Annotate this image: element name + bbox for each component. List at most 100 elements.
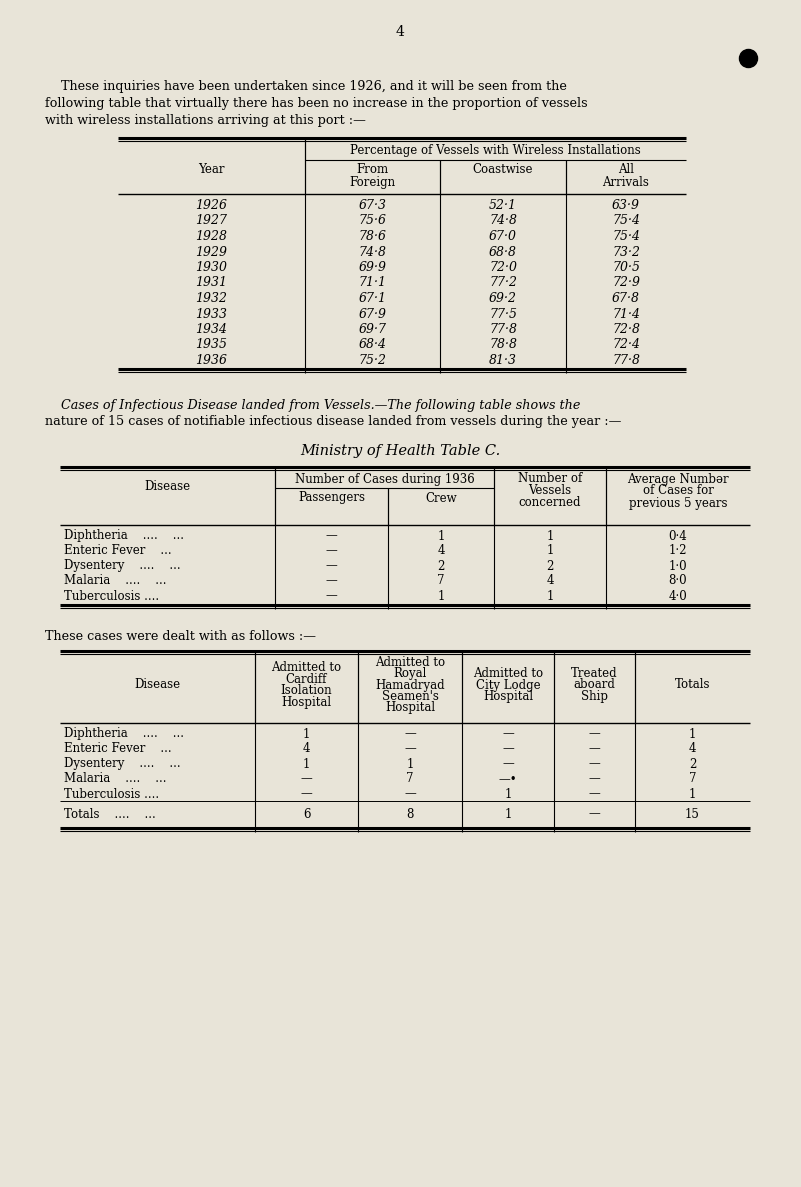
Text: 81·3: 81·3 (489, 354, 517, 367)
Text: 68·8: 68·8 (489, 246, 517, 259)
Text: 1931: 1931 (195, 277, 227, 290)
Text: 71·1: 71·1 (359, 277, 387, 290)
Text: 4: 4 (396, 25, 405, 39)
Text: 1: 1 (406, 757, 413, 770)
Text: Coastwise: Coastwise (473, 163, 533, 176)
Text: Enteric Fever    ...: Enteric Fever ... (64, 545, 171, 558)
Text: Disease: Disease (135, 679, 180, 692)
Text: 72·0: 72·0 (489, 261, 517, 274)
Text: Number of: Number of (518, 472, 582, 485)
Text: 8·0: 8·0 (669, 575, 687, 588)
Text: 7: 7 (406, 773, 414, 786)
Text: aboard: aboard (574, 679, 615, 692)
Text: of Cases for: of Cases for (642, 484, 714, 497)
Text: Arrivals: Arrivals (602, 176, 650, 189)
Text: 7: 7 (437, 575, 445, 588)
Text: 1: 1 (303, 757, 310, 770)
Text: 1932: 1932 (195, 292, 227, 305)
Text: 1: 1 (505, 787, 512, 800)
Text: 1: 1 (437, 590, 445, 603)
Text: 72·8: 72·8 (612, 323, 640, 336)
Text: —: — (502, 743, 514, 755)
Text: Ministry of Health Table C.: Ministry of Health Table C. (300, 444, 500, 458)
Text: 75·4: 75·4 (612, 215, 640, 228)
Text: Seamen's: Seamen's (381, 690, 438, 703)
Text: —: — (589, 728, 601, 741)
Text: 4: 4 (546, 575, 553, 588)
Text: 78·6: 78·6 (359, 230, 387, 243)
Text: 72·4: 72·4 (612, 338, 640, 351)
Text: Hospital: Hospital (483, 690, 533, 703)
Text: 69·9: 69·9 (359, 261, 387, 274)
Text: with wireless installations arriving at this port :—: with wireless installations arriving at … (45, 114, 366, 127)
Text: 75·6: 75·6 (359, 215, 387, 228)
Text: 1926: 1926 (195, 199, 227, 212)
Text: Dysentery    ....    ...: Dysentery .... ... (64, 559, 180, 572)
Text: —: — (326, 575, 337, 588)
Text: 4·0: 4·0 (669, 590, 687, 603)
Text: Hamadryad: Hamadryad (375, 679, 445, 692)
Text: 77·2: 77·2 (489, 277, 517, 290)
Text: —: — (502, 728, 514, 741)
Text: Number of Cases during 1936: Number of Cases during 1936 (295, 472, 474, 485)
Text: concerned: concerned (519, 496, 582, 509)
Text: Admitted to: Admitted to (272, 661, 341, 674)
Text: 1933: 1933 (195, 307, 227, 320)
Text: 67·8: 67·8 (612, 292, 640, 305)
Text: 68·4: 68·4 (359, 338, 387, 351)
Text: Royal: Royal (393, 667, 427, 680)
Text: 67·0: 67·0 (489, 230, 517, 243)
Text: From: From (356, 163, 388, 176)
Text: Foreign: Foreign (349, 176, 396, 189)
Text: Totals: Totals (674, 679, 710, 692)
Text: 69·7: 69·7 (359, 323, 387, 336)
Text: —: — (589, 773, 601, 786)
Text: —: — (300, 773, 312, 786)
Text: 52·1: 52·1 (489, 199, 517, 212)
Text: Enteric Fever    ...: Enteric Fever ... (64, 743, 171, 755)
Text: 74·8: 74·8 (359, 246, 387, 259)
Text: Admitted to: Admitted to (375, 655, 445, 668)
Text: previous 5 years: previous 5 years (629, 496, 727, 509)
Text: 4: 4 (689, 743, 696, 755)
Text: These cases were dealt with as follows :—: These cases were dealt with as follows :… (45, 630, 316, 643)
Text: 75·4: 75·4 (612, 230, 640, 243)
Text: 73·2: 73·2 (612, 246, 640, 259)
Text: 0·4: 0·4 (669, 529, 687, 542)
Text: 67·1: 67·1 (359, 292, 387, 305)
Text: 6: 6 (303, 807, 310, 820)
Text: 78·8: 78·8 (489, 338, 517, 351)
Text: Tuberculosis ....: Tuberculosis .... (64, 590, 159, 603)
Text: 1·0: 1·0 (669, 559, 687, 572)
Text: 71·4: 71·4 (612, 307, 640, 320)
Text: All: All (618, 163, 634, 176)
Text: 1929: 1929 (195, 246, 227, 259)
Text: Disease: Disease (144, 480, 191, 493)
Text: 74·8: 74·8 (489, 215, 517, 228)
Text: 63·9: 63·9 (612, 199, 640, 212)
Text: 2: 2 (437, 559, 445, 572)
Text: —: — (589, 743, 601, 755)
Text: —: — (589, 757, 601, 770)
Text: 1: 1 (689, 787, 696, 800)
Text: 1930: 1930 (195, 261, 227, 274)
Text: 1935: 1935 (195, 338, 227, 351)
Text: Totals    ....    ...: Totals .... ... (64, 807, 155, 820)
Text: 4: 4 (437, 545, 445, 558)
Text: Diphtheria    ....    ...: Diphtheria .... ... (64, 728, 184, 741)
Text: 8: 8 (406, 807, 413, 820)
Text: —: — (502, 757, 514, 770)
Text: 77·5: 77·5 (489, 307, 517, 320)
Text: 1927: 1927 (195, 215, 227, 228)
Text: following table that virtually there has been no increase in the proportion of v: following table that virtually there has… (45, 97, 588, 110)
Text: 72·9: 72·9 (612, 277, 640, 290)
Text: Average Numbər: Average Numbər (627, 472, 729, 485)
Text: 1·2: 1·2 (669, 545, 687, 558)
Text: Crew: Crew (425, 491, 457, 504)
Text: Ship: Ship (581, 690, 608, 703)
Text: 1928: 1928 (195, 230, 227, 243)
Text: 1: 1 (437, 529, 445, 542)
Text: Cardiff: Cardiff (286, 673, 327, 686)
Text: 1: 1 (546, 590, 553, 603)
Text: —: — (326, 559, 337, 572)
